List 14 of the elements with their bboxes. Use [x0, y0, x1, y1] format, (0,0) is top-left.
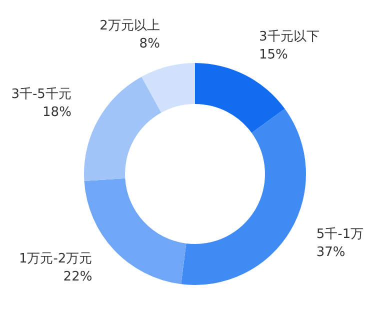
data-label: 37%	[316, 244, 346, 260]
donut-slice	[181, 108, 306, 285]
slice-label: 1万元-2万元	[18, 252, 92, 267]
donut-slice	[142, 63, 195, 113]
data-label: 15%	[259, 47, 288, 62]
data-label: 8%	[139, 36, 160, 52]
data-label: 18%	[42, 105, 72, 120]
data-label: 22%	[63, 270, 92, 285]
slice-label: 5千-1万	[316, 226, 364, 242]
slice-label: 3千元以下	[259, 29, 320, 44]
donut-slice	[195, 63, 285, 133]
slice-label: 2万元以上	[100, 18, 160, 34]
slice-label: 3千-5千元	[11, 87, 72, 102]
donut-slice	[84, 76, 162, 181]
